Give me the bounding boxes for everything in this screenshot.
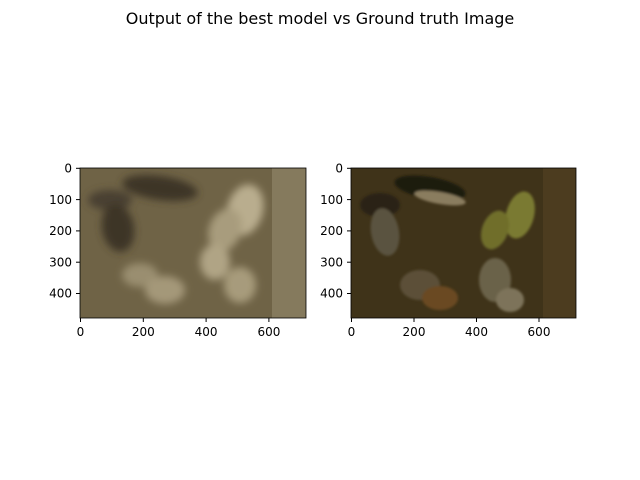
panel-ground-truth: 0 200 400 600 0 100 200 300 400: [320, 162, 577, 339]
right-xtick-label: 400: [465, 325, 488, 339]
panel-model-output: 0 200 400 600 0 100 200 300 400: [49, 162, 307, 339]
ground-truth-image: [351, 168, 576, 318]
right-ytick-label: 200: [320, 224, 343, 238]
left-xtick-label: 400: [195, 325, 218, 339]
left-ytick-label: 300: [49, 255, 72, 269]
figure-title: Output of the best model vs Ground truth…: [126, 9, 515, 28]
left-ytick-label: 400: [49, 287, 72, 301]
left-x-axis: 0 200 400 600: [77, 318, 280, 339]
right-ytick-label: 100: [320, 193, 343, 207]
right-ytick-label: 300: [320, 255, 343, 269]
left-xtick-label: 600: [257, 325, 280, 339]
left-ytick-label: 200: [49, 224, 72, 238]
left-xtick-label: 0: [77, 325, 85, 339]
right-x-axis: 0 200 400 600: [348, 318, 551, 339]
right-ytick-label: 400: [320, 287, 343, 301]
left-xtick-label: 200: [132, 325, 155, 339]
right-y-axis: 0 100 200 300 400: [320, 162, 351, 301]
left-y-axis: 0 100 200 300 400: [49, 162, 80, 301]
right-ytick-label: 0: [335, 162, 343, 176]
model-output-image: [80, 168, 306, 318]
right-xtick-label: 200: [403, 325, 426, 339]
right-xtick-label: 600: [528, 325, 551, 339]
left-ytick-label: 100: [49, 193, 72, 207]
right-xtick-label: 0: [348, 325, 356, 339]
left-ytick-label: 0: [64, 162, 72, 176]
